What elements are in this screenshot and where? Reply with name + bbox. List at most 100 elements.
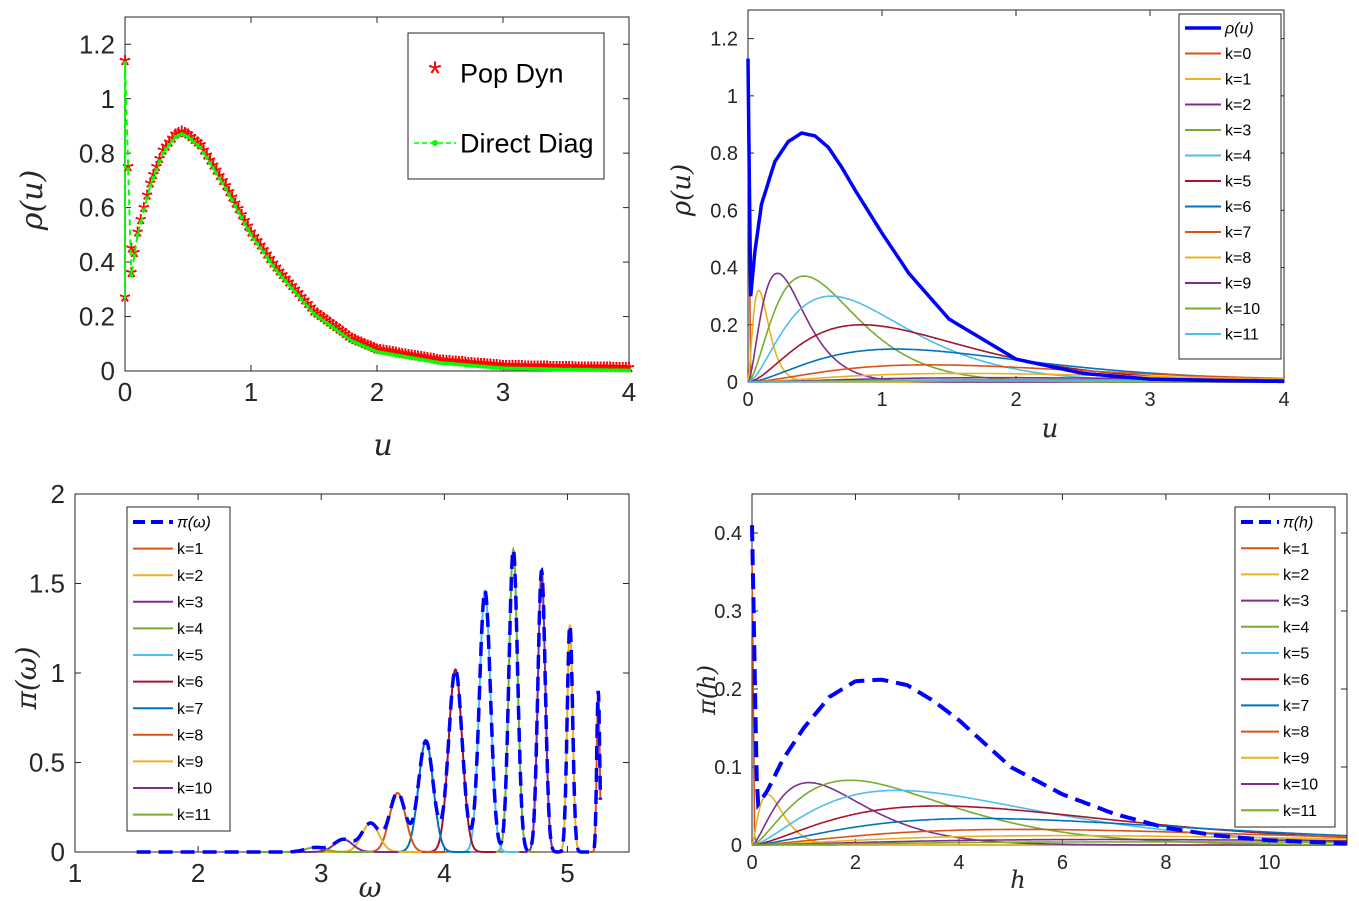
- data-point: [617, 368, 622, 373]
- legend-label: k=7: [177, 701, 203, 718]
- y-tick-label: 0.2: [714, 679, 742, 701]
- data-point: [519, 366, 524, 371]
- data-point: [264, 254, 269, 259]
- data-point: [378, 350, 383, 355]
- data-point: [217, 176, 222, 181]
- data-point: *: [371, 338, 383, 371]
- y-tick-label: 1: [727, 86, 738, 108]
- data-point: *: [507, 354, 519, 387]
- data-point: *: [497, 354, 509, 387]
- data-point: [296, 293, 301, 298]
- data-point: [510, 366, 515, 371]
- data-point: [504, 366, 509, 371]
- data-point: *: [551, 355, 563, 388]
- y-tick-label: 1.2: [79, 29, 115, 59]
- data-point: *: [192, 131, 204, 164]
- data-point: [403, 354, 408, 359]
- data-point: *: [589, 356, 601, 389]
- data-point: [523, 366, 528, 371]
- data-point: [375, 349, 379, 354]
- data-point: [551, 367, 556, 372]
- data-point: *: [299, 289, 311, 322]
- data-point: *: [604, 356, 616, 389]
- legend-label: k=1: [177, 541, 203, 558]
- y-tick-label: 0.3: [714, 601, 742, 623]
- x-tick-label: 0: [118, 377, 132, 407]
- data-point: *: [623, 356, 635, 389]
- data-point: *: [318, 307, 330, 340]
- y-tick-label: 0.6: [79, 193, 115, 223]
- data-point: [302, 300, 307, 305]
- data-point: [491, 365, 496, 370]
- data-point: [586, 367, 591, 372]
- data-point: *: [387, 341, 399, 374]
- legend-label: k=10: [1225, 301, 1260, 318]
- data-point: [271, 263, 276, 268]
- data-point: [463, 363, 468, 368]
- data-point: [299, 297, 304, 302]
- legend-label: k=6: [1283, 672, 1309, 689]
- legend-label: k=4: [1225, 148, 1251, 165]
- data-point: *: [459, 351, 471, 384]
- data-point: *: [620, 356, 632, 389]
- data-point: [362, 344, 367, 349]
- data-point: *: [308, 300, 320, 333]
- x-tick-label: 4: [622, 377, 636, 407]
- data-point: *: [529, 355, 541, 388]
- y-tick-label: 0.4: [79, 247, 115, 277]
- data-point: *: [374, 338, 386, 371]
- data-point: [274, 268, 279, 273]
- legend-label: k=5: [1225, 174, 1251, 191]
- legend-box: [1234, 506, 1336, 828]
- y-tick-label: 0.5: [29, 748, 65, 778]
- data-point: *: [611, 356, 623, 389]
- x-axis-label: u: [1042, 414, 1059, 444]
- data-point: [252, 237, 257, 242]
- data-point: *: [296, 285, 308, 318]
- data-point: *: [566, 356, 578, 389]
- series-line-k-8: [752, 828, 1347, 846]
- data-point: *: [277, 264, 289, 297]
- data-point: *: [274, 260, 286, 293]
- data-point: *: [409, 344, 421, 377]
- data-point: [245, 227, 250, 232]
- data-point: [526, 366, 531, 371]
- x-tick-label: 4: [1278, 389, 1289, 411]
- y-tick-label: 1.5: [29, 569, 65, 599]
- data-point: [608, 368, 613, 373]
- series-line-k-8: [748, 372, 1284, 383]
- data-point: [186, 134, 190, 139]
- legend-label: k=10: [177, 781, 212, 798]
- data-point: *: [475, 352, 487, 385]
- data-point: *: [406, 344, 418, 377]
- data-point: [239, 215, 244, 220]
- legend: π(ω) k=1 k=2 k=3 k=4 k=5 k=6 k=7 k=8 k=9 k=10 k=11: [126, 506, 231, 832]
- legend-label: k=8: [1225, 250, 1251, 267]
- data-point: [579, 367, 584, 372]
- data-point: *: [434, 349, 446, 382]
- data-point: [365, 345, 370, 350]
- data-point: [516, 366, 521, 371]
- data-point: [214, 171, 219, 176]
- data-point: [135, 232, 140, 237]
- x-axis-label: u: [373, 428, 392, 463]
- data-point: [261, 250, 266, 255]
- legend-label: ρ(u): [1224, 21, 1254, 38]
- data-point: *: [463, 351, 475, 384]
- data-point: [623, 368, 628, 373]
- data-point: *: [447, 350, 459, 383]
- data-point: *: [119, 286, 131, 319]
- data-point: [236, 209, 241, 214]
- data-point: *: [305, 296, 317, 329]
- data-point: [567, 367, 572, 372]
- data-point: [478, 364, 483, 369]
- panel-rho-pop-dyn-vs-direct-diag: 0 1 2 3 400.20.40.60.811.2******************…: [15, 16, 636, 463]
- data-point: *: [491, 354, 503, 387]
- data-point: [349, 339, 354, 344]
- data-point: [422, 358, 427, 363]
- y-axis-label: ρ(u): [667, 164, 697, 217]
- series-line-k-7: [752, 817, 1347, 846]
- data-point: *: [595, 356, 607, 389]
- data-point: *: [381, 340, 393, 373]
